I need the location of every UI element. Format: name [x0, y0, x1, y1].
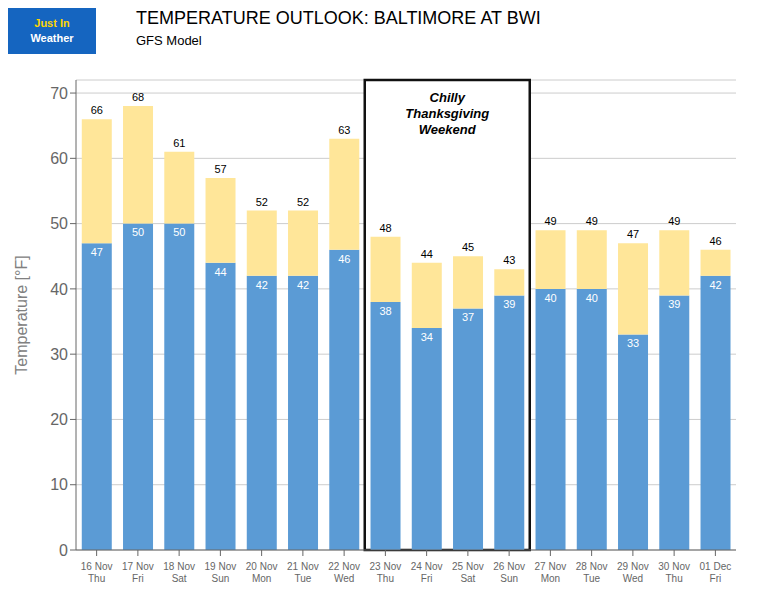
svg-text:34: 34 — [421, 331, 433, 343]
svg-text:50: 50 — [132, 226, 144, 238]
svg-text:23 NovThu: 23 NovThu — [370, 561, 402, 584]
svg-text:50: 50 — [50, 215, 68, 232]
svg-text:70: 70 — [50, 85, 68, 102]
svg-text:57: 57 — [214, 163, 226, 175]
svg-text:20: 20 — [50, 411, 68, 428]
svg-text:37: 37 — [462, 311, 474, 323]
svg-text:52: 52 — [256, 196, 268, 208]
svg-text:20 NovMon: 20 NovMon — [246, 561, 278, 584]
svg-text:40: 40 — [586, 292, 598, 304]
svg-text:22 NovWed: 22 NovWed — [328, 561, 360, 584]
svg-text:33: 33 — [627, 337, 639, 349]
svg-text:43: 43 — [503, 254, 515, 266]
svg-text:40: 40 — [544, 292, 556, 304]
svg-text:49: 49 — [544, 215, 556, 227]
svg-text:30: 30 — [50, 346, 68, 363]
svg-text:63: 63 — [338, 124, 350, 136]
svg-text:10: 10 — [50, 476, 68, 493]
svg-text:47: 47 — [627, 228, 639, 240]
svg-text:52: 52 — [297, 196, 309, 208]
svg-text:0: 0 — [59, 542, 68, 559]
svg-text:18 NovSat: 18 NovSat — [163, 561, 195, 584]
svg-text:48: 48 — [379, 222, 391, 234]
svg-text:46: 46 — [338, 253, 350, 265]
svg-text:66: 66 — [91, 104, 103, 116]
svg-text:29 NovWed: 29 NovWed — [617, 561, 649, 584]
svg-text:39: 39 — [668, 298, 680, 310]
svg-text:49: 49 — [586, 215, 598, 227]
html-text:Just In: Just In — [34, 17, 70, 29]
svg-text:45: 45 — [462, 241, 474, 253]
svg-text:ChillyThanksgivingWeekend: ChillyThanksgivingWeekend — [405, 90, 489, 137]
svg-text:49: 49 — [668, 215, 680, 227]
svg-text:46: 46 — [709, 235, 721, 247]
svg-text:01 DecFri: 01 DecFri — [700, 561, 732, 584]
svg-text:17 NovFri: 17 NovFri — [122, 561, 154, 584]
svg-text:28 NovTue: 28 NovTue — [576, 561, 608, 584]
html-text:GFS Model: GFS Model — [136, 33, 202, 48]
svg-text:42: 42 — [256, 279, 268, 291]
svg-text:26 NovSun: 26 NovSun — [493, 561, 525, 584]
svg-text:68: 68 — [132, 91, 144, 103]
svg-text:44: 44 — [214, 266, 226, 278]
svg-text:39: 39 — [503, 298, 515, 310]
svg-text:60: 60 — [50, 150, 68, 167]
svg-text:21 NovTue: 21 NovTue — [287, 561, 319, 584]
svg-text:40: 40 — [50, 281, 68, 298]
html-text:TEMPERATURE OUTLOOK: BALTIMORE: TEMPERATURE OUTLOOK: BALTIMORE AT BWI — [136, 8, 541, 28]
svg-text:42: 42 — [709, 279, 721, 291]
svg-text:50: 50 — [173, 226, 185, 238]
svg-text:25 NovSat: 25 NovSat — [452, 561, 484, 584]
svg-text:16 NovThu: 16 NovThu — [81, 561, 113, 584]
svg-text:42: 42 — [297, 279, 309, 291]
svg-text:27 NovMon: 27 NovMon — [535, 561, 567, 584]
svg-text:24 NovFri: 24 NovFri — [411, 561, 443, 584]
svg-text:61: 61 — [173, 137, 185, 149]
svg-text:47: 47 — [91, 246, 103, 258]
svg-text:Temperature [°F]: Temperature [°F] — [13, 255, 30, 374]
svg-text:30 NovThu: 30 NovThu — [658, 561, 690, 584]
svg-text:19 NovSun: 19 NovSun — [205, 561, 237, 584]
svg-text:44: 44 — [421, 248, 433, 260]
svg-text:38: 38 — [379, 305, 391, 317]
html-text:Weather: Weather — [30, 32, 74, 44]
